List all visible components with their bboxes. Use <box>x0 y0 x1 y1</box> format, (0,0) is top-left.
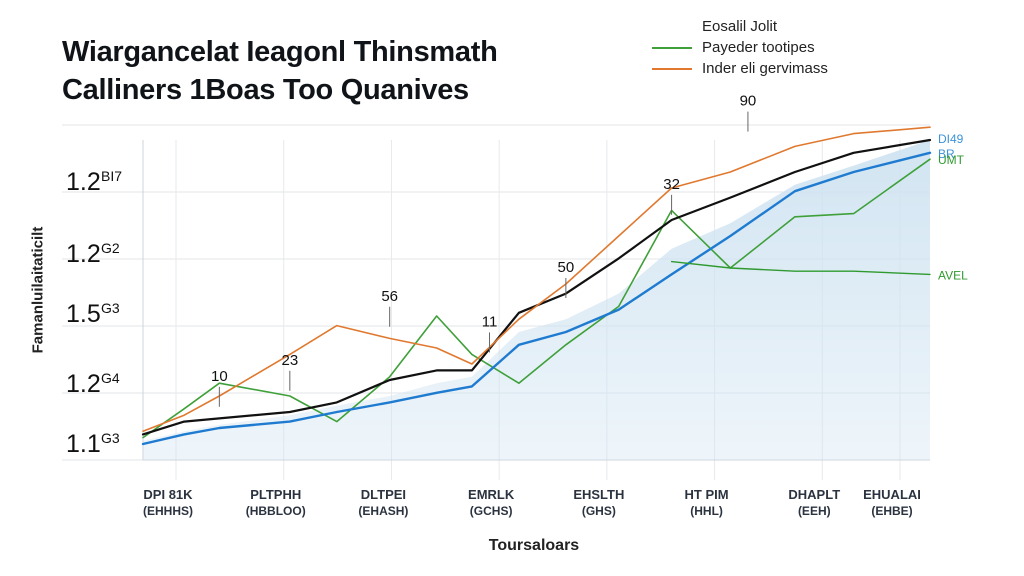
annotation-label: 56 <box>381 288 398 305</box>
area-fill <box>143 140 930 460</box>
y-tick-label: 1.2 <box>66 370 101 398</box>
chart-title: Wiargancelat Ieagonl Thinsmath Calliners… <box>62 33 498 109</box>
series-end-label: DI49 <box>938 132 964 146</box>
legend-label: Eosalil Jolit <box>702 18 778 35</box>
series-line-3 <box>141 151 932 446</box>
x-tick-sublabel: (EHBE) <box>871 504 912 518</box>
x-tick-sublabel: (EHASH) <box>358 504 408 518</box>
x-tick-label: DHAPLT <box>788 487 840 502</box>
legend-swatch-green <box>652 46 692 49</box>
legend-item: Eosalil Jolit <box>652 16 828 37</box>
x-tick-label: PLTPHH <box>250 487 301 502</box>
legend-item: Payeder tootipes <box>652 37 828 58</box>
series-line-4 <box>670 260 931 276</box>
y-tick-label: 1.2 <box>66 168 101 196</box>
x-tick-sublabel: (GHS) <box>582 504 616 518</box>
x-tick-label: EHSLTH <box>573 487 624 502</box>
x-tick-sublabel: (EHHHS) <box>143 504 193 518</box>
series-end-label: BR <box>938 147 955 161</box>
legend-item: Inder eli gervimass <box>652 58 828 79</box>
legend-label: Inder eli gervimass <box>702 60 828 77</box>
chart-title-line-1: Wiargancelat Ieagonl Thinsmath <box>62 36 498 68</box>
y-tick-sublabel: G3 <box>101 430 120 446</box>
y-tick-label: 1.2 <box>66 240 101 268</box>
chart-title-line-2: Calliners 1Boas Too Quanives <box>62 74 469 106</box>
x-tick-sublabel: (HBBLOO) <box>246 504 306 518</box>
annotation-label: 90 <box>740 93 757 110</box>
x-tick-label: DLTPEI <box>361 487 406 502</box>
legend-swatch-orange <box>652 67 692 70</box>
x-tick-label: EHUALAI <box>863 487 921 502</box>
annotation-label: 10 <box>211 368 228 385</box>
x-tick-sublabel: (EEH) <box>798 504 831 518</box>
x-tick-sublabel: (HHL) <box>690 504 723 518</box>
y-tick-sublabel: G4 <box>101 370 120 386</box>
chart-legend: Eosalil Jolit Payeder tootipes Inder eli… <box>652 16 828 79</box>
legend-label: Payeder tootipes <box>702 39 815 56</box>
x-tick-label: HT PIM <box>685 487 729 502</box>
annotation-label: 50 <box>558 259 575 276</box>
y-tick-sublabel: G2 <box>101 240 120 256</box>
series-line-0 <box>142 158 931 439</box>
x-tick-sublabel: (GCHS) <box>470 504 513 518</box>
y-tick-label: 1.1 <box>66 430 101 458</box>
series-line-2 <box>142 126 931 432</box>
x-axis-label: Toursaloars <box>488 537 580 554</box>
annotation-label: 32 <box>663 176 680 193</box>
x-tick-label: DPI 81K <box>143 487 193 502</box>
annotation-label: 23 <box>281 352 298 369</box>
series-end-label: AVEL <box>938 268 968 282</box>
series-end-label: UMT <box>938 153 965 167</box>
y-tick-sublabel: G3 <box>101 300 120 316</box>
x-tick-label: EMRLK <box>468 487 515 502</box>
y-tick-label: 1.5 <box>66 300 101 328</box>
annotation-label: 11 <box>482 313 498 330</box>
y-tick-sublabel: BI7 <box>101 168 122 184</box>
